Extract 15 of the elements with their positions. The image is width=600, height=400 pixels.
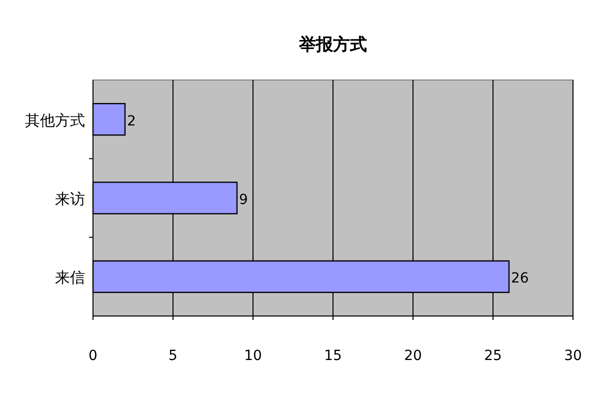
x-tick-label: 5: [168, 348, 178, 364]
y-tick-label: 来信: [55, 268, 85, 287]
data-label: 2: [127, 113, 136, 130]
y-tick-label: 来访: [55, 190, 85, 208]
data-label: 9: [239, 192, 248, 208]
x-tick-label: 20: [404, 348, 422, 364]
bar: [92, 103, 126, 136]
chart-title: 举报方式: [298, 35, 367, 55]
x-tick-label: 30: [564, 348, 582, 364]
x-tick-label: 15: [324, 348, 342, 364]
x-tick-label: 25: [484, 348, 502, 364]
x-tick-label: 0: [88, 348, 98, 364]
x-tick-label: 10: [244, 348, 262, 364]
y-tick-label: 其他方式: [25, 111, 85, 130]
data-label: 26: [511, 270, 529, 287]
